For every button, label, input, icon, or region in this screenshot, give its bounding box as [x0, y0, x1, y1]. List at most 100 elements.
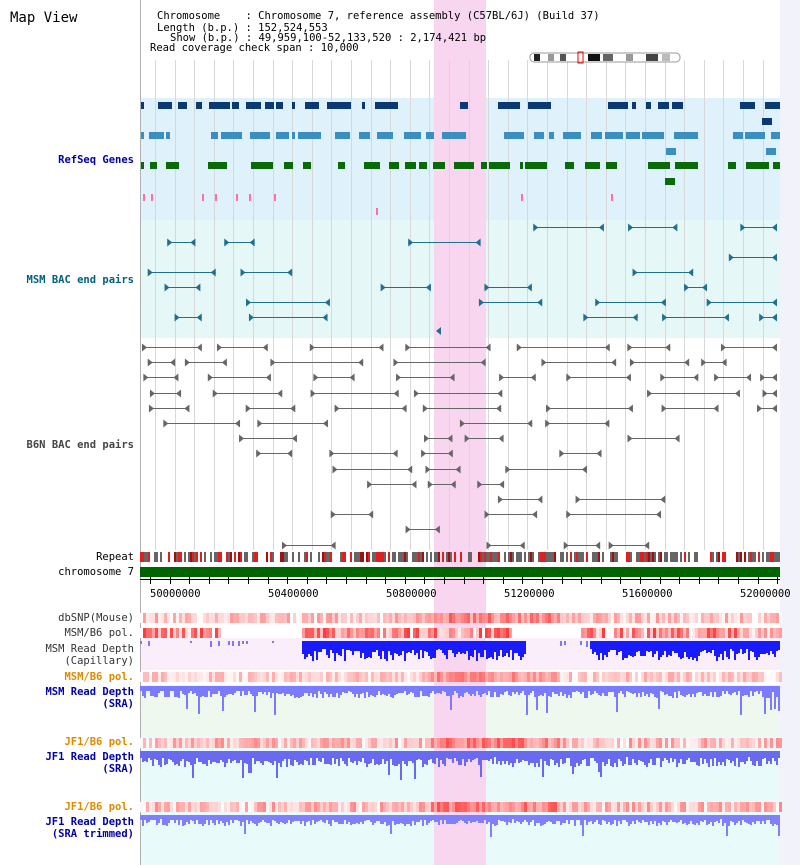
repeat-mark: [180, 552, 182, 562]
depth-bar: [374, 815, 376, 823]
depth-bar: [466, 641, 468, 651]
depth-bar: [306, 815, 308, 822]
repeat-mark: [652, 552, 654, 562]
gene-block: [149, 132, 164, 139]
heat-cell: [602, 802, 605, 812]
depth-bar: [304, 751, 306, 760]
heat-cell: [449, 672, 452, 682]
heat-cell: [347, 802, 350, 812]
axis-tick-label: 50800000: [386, 588, 437, 600]
depth-bar: [550, 686, 552, 697]
heat-cell: [473, 628, 476, 638]
depth-bar: [282, 686, 284, 693]
depth-bar: [254, 751, 256, 764]
gene-block: [728, 162, 736, 169]
heat-cell: [527, 672, 530, 682]
refseq-genes-label[interactable]: RefSeq Genes: [58, 154, 134, 166]
depth-bar: [470, 686, 472, 696]
depth-bar: [702, 641, 704, 651]
depth-bar: [436, 815, 438, 822]
depth-bar: [200, 686, 202, 697]
depth-bar: [474, 641, 476, 650]
heat-cell: [377, 672, 380, 682]
heat-cell: [440, 738, 443, 748]
heat-cell: [173, 613, 176, 623]
heat-cell: [374, 738, 377, 748]
msm-depth-capillary-label-1: MSM Read Depth: [45, 643, 134, 655]
heat-cell: [278, 613, 281, 623]
depth-bar: [478, 815, 480, 823]
heat-cell: [725, 628, 728, 638]
repeat-mark: [650, 552, 652, 562]
depth-bar: [436, 641, 438, 650]
depth-bar: [524, 686, 526, 695]
bac-end-right: [265, 373, 271, 382]
bac-end-right: [455, 465, 461, 474]
heat-cell: [776, 738, 779, 748]
heat-cell: [764, 672, 767, 682]
repeat-mark: [666, 552, 668, 562]
msm-depth-capillary-label-2: (Capillary): [64, 655, 134, 667]
depth-bar: [434, 686, 436, 694]
heat-cell: [719, 738, 722, 748]
axis-tick-label: 50400000: [268, 588, 319, 600]
depth-bar: [718, 641, 720, 657]
heat-cell: [701, 628, 704, 638]
depth-bar: [586, 686, 588, 698]
heat-cell: [335, 802, 338, 812]
repeat-mark: [280, 552, 282, 562]
heat-cell: [581, 802, 584, 812]
heat-cell: [161, 613, 164, 623]
msm-bac-label[interactable]: MSM BAC end pairs: [26, 274, 134, 286]
heat-cell: [398, 802, 401, 812]
heat-cell: [704, 613, 707, 623]
chromosome-label: Chromosome: [157, 10, 221, 22]
heat-cell: [218, 613, 221, 623]
heat-cell: [491, 738, 494, 748]
depth-bar: [414, 751, 416, 779]
heat-cell: [668, 628, 671, 638]
heat-cell: [404, 628, 407, 638]
heat-cell: [233, 672, 236, 682]
depth-bar: [444, 686, 446, 692]
repeat-mark: [402, 552, 404, 562]
heat-cell: [461, 802, 464, 812]
depth-bar: [576, 815, 578, 820]
bac-end-left: [720, 343, 726, 352]
repeat-mark: [388, 552, 390, 562]
bac-end-right: [368, 510, 374, 519]
repeat-mark: [200, 552, 202, 562]
depth-bar: [320, 686, 322, 694]
depth-bar: [486, 686, 488, 695]
heat-cell: [605, 738, 608, 748]
heat-cell: [185, 738, 188, 748]
heat-cell: [521, 802, 524, 812]
heat-cell: [245, 738, 248, 748]
heat-cell: [182, 802, 185, 812]
heat-cell: [740, 802, 743, 812]
depth-bar: [246, 686, 248, 695]
depth-bar: [342, 815, 344, 824]
repeat-mark: [156, 552, 158, 562]
heat-cell: [701, 672, 704, 682]
heat-cell: [320, 672, 323, 682]
b6n-bac-label[interactable]: B6N BAC end pairs: [26, 439, 134, 451]
heat-cell: [767, 802, 770, 812]
repeat-mark: [246, 552, 248, 562]
heat-cell: [755, 613, 758, 623]
heat-cell: [554, 613, 557, 623]
heat-cell: [662, 613, 665, 623]
depth-bar: [680, 641, 682, 659]
depth-bar: [388, 751, 390, 775]
bac-end-left: [628, 223, 634, 232]
ideogram-outline: [529, 52, 681, 63]
depth-bar: [616, 751, 618, 767]
depth-bar: [260, 686, 262, 692]
depth-bar: [268, 751, 270, 762]
depth-bar: [778, 751, 780, 758]
ideogram-band: [560, 54, 566, 61]
repeat-mark: [292, 552, 294, 562]
gene-block: [419, 162, 427, 169]
depth-bar: [412, 641, 414, 650]
heat-cell: [428, 802, 431, 812]
